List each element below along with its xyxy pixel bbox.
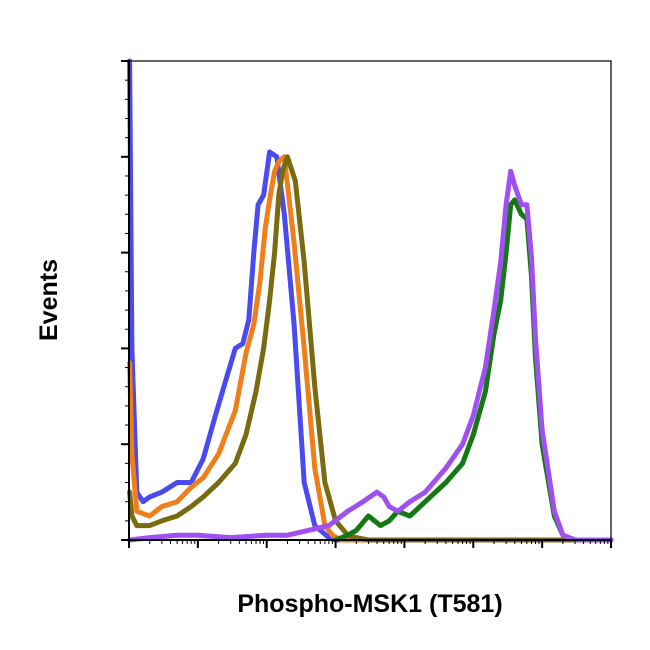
plot-frame [128,60,612,541]
series-line-3 [127,154,614,543]
series-line-5 [127,168,614,543]
series-layer [127,58,614,543]
series-line-1 [127,58,614,543]
series-line-4 [333,197,614,543]
series-line-2 [127,154,614,543]
y-axis-title: Events [35,259,63,341]
x-axis-title: Phospho-MSK1 (T581) [237,590,502,618]
